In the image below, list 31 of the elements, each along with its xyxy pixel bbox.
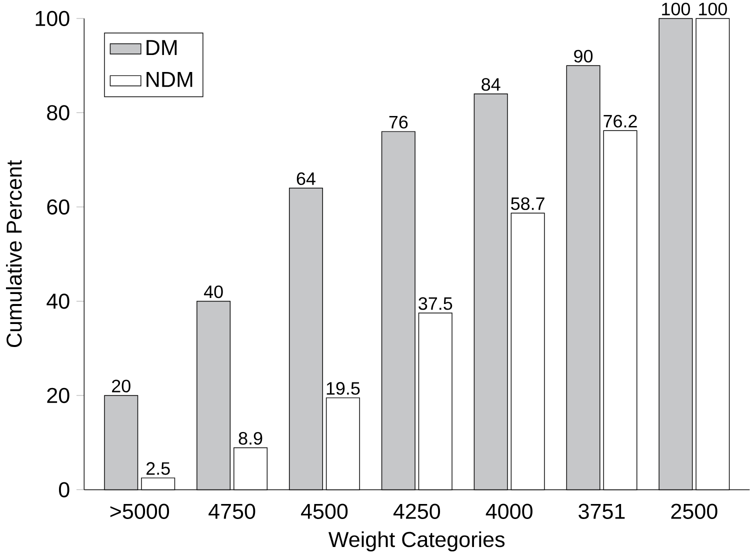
x-tick-label: 4000 bbox=[486, 504, 532, 519]
data-label: 90 bbox=[574, 50, 593, 62]
legend-label: DM bbox=[146, 40, 177, 55]
x-tick-label: 4250 bbox=[393, 504, 440, 519]
data-label: 37.5 bbox=[418, 297, 452, 310]
legend-label: NDM bbox=[146, 72, 192, 87]
y-tick-label: 20 bbox=[47, 388, 70, 403]
x-axis-title: Weight Categories bbox=[328, 531, 505, 552]
data-label: 84 bbox=[482, 78, 500, 91]
y-tick-label: 100 bbox=[36, 10, 70, 26]
y-tick-label: 0 bbox=[58, 482, 70, 498]
x-tick-label: 3751 bbox=[578, 504, 625, 519]
data-label: 8.9 bbox=[238, 432, 262, 444]
data-label: 76 bbox=[389, 116, 408, 128]
data-label: 64 bbox=[296, 172, 316, 185]
data-label: 76.2 bbox=[604, 114, 637, 128]
data-label: 20 bbox=[112, 379, 130, 392]
x-tick-label: 4500 bbox=[300, 504, 348, 519]
data-label: 58.7 bbox=[511, 197, 544, 210]
x-tick-label: 4750 bbox=[208, 504, 256, 519]
y-tick-label: 60 bbox=[47, 199, 70, 214]
data-label: 100 bbox=[662, 2, 690, 16]
data-label: 2.5 bbox=[146, 462, 170, 475]
y-axis-title: Cumulative Percent bbox=[6, 160, 22, 347]
y-tick-label: 40 bbox=[46, 293, 70, 309]
x-tick-label: >5000 bbox=[110, 504, 170, 519]
data-label: 100 bbox=[699, 2, 727, 16]
y-tick-label: 80 bbox=[47, 104, 70, 120]
x-tick-label: 2500 bbox=[671, 504, 718, 519]
data-label: 40 bbox=[204, 285, 223, 298]
data-label: 19.5 bbox=[326, 382, 360, 395]
